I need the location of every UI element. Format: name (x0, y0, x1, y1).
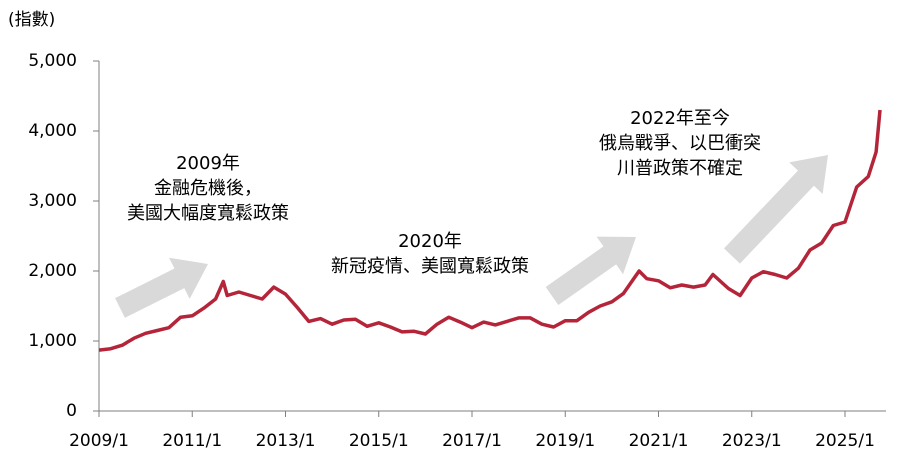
annotation: 新冠疫情、美國寬鬆政策 (331, 255, 529, 277)
y-tick-label: 4,000 (28, 121, 77, 141)
x-tick-label: 2025/1 (815, 431, 875, 451)
x-tick-label: 2013/1 (256, 431, 316, 451)
arrow (115, 257, 208, 318)
annotation: 2020年 (398, 231, 462, 252)
annotation: 川普政策不確定 (617, 158, 743, 179)
y-axis-label: (指數) (8, 10, 55, 30)
y-tick-label: 2,000 (28, 261, 77, 281)
x-tick-label: 2011/1 (162, 431, 222, 451)
x-tick-label: 2009/1 (69, 431, 129, 451)
x-tick-label: 2017/1 (442, 431, 502, 451)
y-tick-label: 1,000 (28, 331, 77, 351)
y-tick-label: 5,000 (28, 51, 77, 71)
annotation: 2022年至今 (630, 108, 730, 129)
x-tick-label: 2023/1 (722, 431, 782, 451)
x-tick-label: 2021/1 (629, 431, 689, 451)
y-tick-label: 0 (66, 401, 77, 421)
x-tick-label: 2015/1 (349, 431, 409, 451)
arrow (724, 155, 828, 264)
line (98, 109, 882, 352)
annotation: 金融危機後， (154, 178, 262, 199)
annotation: 美國大幅度寬鬆政策 (127, 202, 289, 224)
y-tick-label: 3,000 (28, 191, 77, 211)
annotation: 俄烏戰爭、以巴衝突 (599, 133, 761, 154)
annotation: 2009年 (176, 153, 240, 174)
arrow (545, 236, 636, 306)
x-tick-label: 2019/1 (535, 431, 595, 451)
